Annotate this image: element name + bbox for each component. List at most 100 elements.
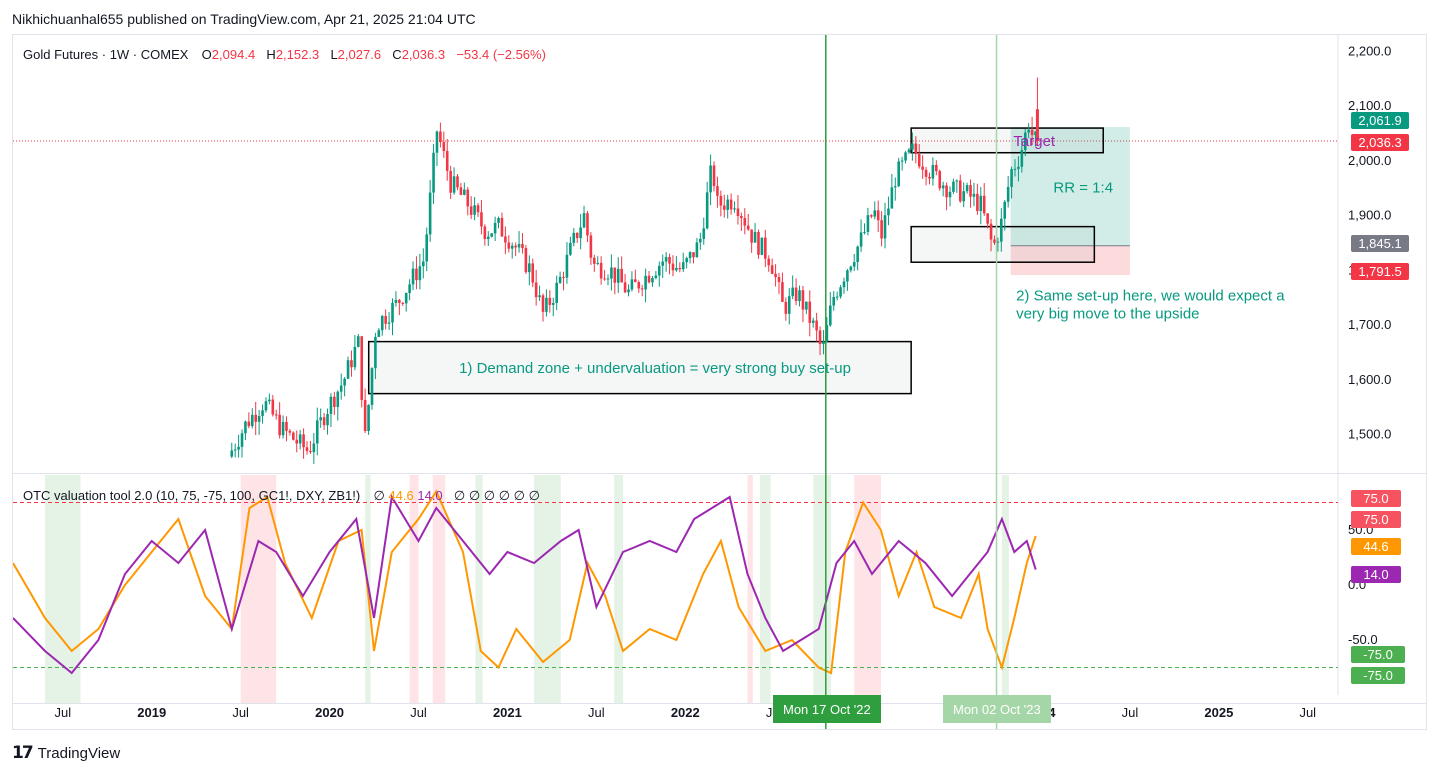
candle-body <box>569 242 572 255</box>
candle-body <box>883 215 887 239</box>
x-axis-tick: 2019 <box>137 705 166 720</box>
candle-body <box>777 277 781 283</box>
price-y-tick: 1,900.0 <box>1348 208 1391 223</box>
candle-body <box>863 231 866 233</box>
candle-body <box>671 263 675 271</box>
candle-body <box>1030 129 1034 136</box>
candle-body <box>781 282 784 302</box>
candle-body <box>722 205 726 210</box>
x-axis-tick: Jul <box>232 705 249 720</box>
candle-body <box>346 360 350 379</box>
candle-body <box>486 236 490 240</box>
candle-body <box>640 288 644 290</box>
osc-tag-purple: 14.0 <box>1351 566 1401 583</box>
candle-body <box>839 287 842 297</box>
candle-body <box>261 410 264 417</box>
candle-body <box>254 414 258 422</box>
candle-body <box>247 421 251 427</box>
candle-body <box>572 232 576 243</box>
candle-body <box>493 222 497 234</box>
candle-body <box>870 215 873 217</box>
osc-name[interactable]: OTC valuation tool 2.0 (10, 75, -75, 100… <box>23 488 361 503</box>
candle-body <box>582 213 586 228</box>
candle-body <box>681 262 685 270</box>
osc-tag-orange: 44.6 <box>1351 538 1401 555</box>
candle-body <box>336 391 340 407</box>
annotation-target: Target <box>1013 133 1056 150</box>
candle-body <box>900 160 904 162</box>
position-loss-zone <box>1010 245 1130 276</box>
candle-body <box>688 252 692 259</box>
candle-body <box>965 185 969 192</box>
candle-body <box>733 208 736 210</box>
candle-body <box>921 166 924 170</box>
legend-symbol[interactable]: Gold Futures · 1W · COMEX <box>23 47 189 62</box>
candle-body <box>538 295 541 298</box>
candle-body <box>534 282 538 298</box>
price-tag-stop: 1,791.5 <box>1351 263 1409 280</box>
x-axis-tick: Jul <box>1299 705 1316 720</box>
chart-canvas[interactable]: -50.00.050.01,500.01,600.01,700.01,800.0… <box>13 35 1426 729</box>
osc-series-purple <box>13 494 1037 675</box>
candle-body <box>418 266 422 281</box>
price-y-tick: 2,100.0 <box>1348 98 1391 113</box>
candle-body <box>565 254 569 278</box>
osc-tag-lower-1: -75.0 <box>1351 646 1405 663</box>
candle-body <box>616 268 620 283</box>
candle-body <box>548 297 552 305</box>
candle-body <box>986 213 989 224</box>
chart-frame[interactable]: -50.00.050.01,500.01,600.01,700.01,800.0… <box>12 34 1427 730</box>
legend-open-label: O <box>201 47 212 62</box>
candle-body <box>333 396 336 407</box>
price-y-tick: 1,500.0 <box>1348 427 1391 442</box>
candle-body <box>353 346 357 368</box>
candle-body <box>637 282 641 289</box>
price-legend: Gold Futures · 1W · COMEX O2,094.4 H2,15… <box>23 47 546 62</box>
osc-undervalued-band <box>534 475 561 703</box>
candle-body <box>292 432 295 440</box>
candle-body <box>295 439 299 444</box>
candle-body <box>514 245 517 248</box>
candle-body <box>541 295 545 312</box>
candle-body <box>504 236 507 243</box>
candle-body <box>750 229 753 243</box>
candle-body <box>685 258 688 263</box>
candle-body <box>668 256 671 264</box>
oscillator-legend: OTC valuation tool 2.0 (10, 75, -75, 100… <box>23 488 540 504</box>
candle-body <box>924 169 928 177</box>
candle-body <box>281 421 285 436</box>
candle-body <box>811 320 815 323</box>
candle-body <box>893 186 897 188</box>
tradingview-logo[interactable]: 𝟭𝟳 TradingView <box>12 743 120 763</box>
candle-body <box>398 299 401 303</box>
candle-body <box>948 191 952 198</box>
candle-body <box>736 208 740 217</box>
legend-high: 2,152.3 <box>275 47 320 62</box>
candle-body <box>945 185 948 198</box>
annotation-note-2-line-2: very big move to the upside <box>1016 306 1199 323</box>
candle-body <box>562 276 565 278</box>
candle-body <box>466 189 470 207</box>
candle-body <box>890 187 894 209</box>
candle-body <box>989 223 993 240</box>
osc-value-0: ∅ <box>373 488 385 503</box>
candle-body <box>500 217 504 237</box>
osc-y-tick: -50.0 <box>1348 632 1378 647</box>
candle-body <box>497 217 500 223</box>
candle-body <box>264 401 268 411</box>
candle-body <box>425 234 429 262</box>
candle-body <box>233 449 237 451</box>
candle-body <box>1017 166 1020 169</box>
candle-body <box>394 299 398 303</box>
candle-body <box>384 316 387 324</box>
osc-overvalued-band <box>240 475 277 703</box>
annotation-note-2-line-1: 2) Same set-up here, we would expect a <box>1016 288 1285 305</box>
legend-close-label: C <box>392 47 402 62</box>
candle-body <box>589 235 593 258</box>
candle-body <box>767 258 771 266</box>
candle-body <box>271 399 275 415</box>
candle-body <box>360 336 364 401</box>
legend-close: 2,036.3 <box>401 47 446 62</box>
osc-value-2: 14.0 <box>417 488 443 503</box>
candle-body <box>873 210 877 217</box>
